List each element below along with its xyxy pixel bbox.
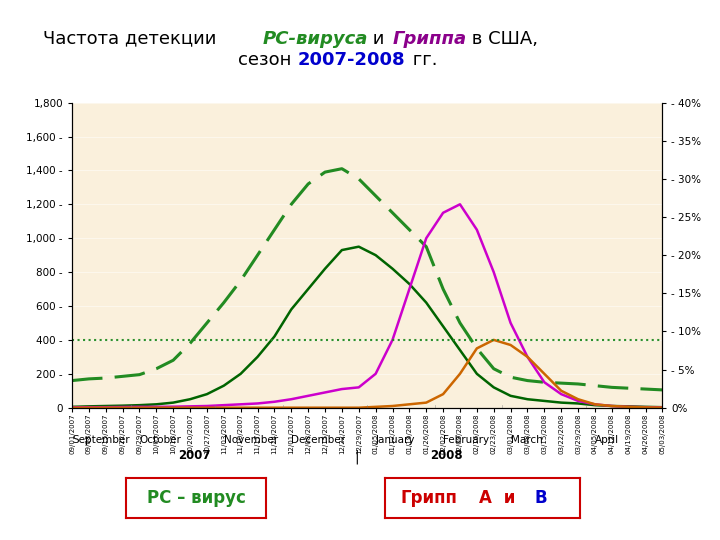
Text: 2008: 2008: [430, 449, 463, 462]
Text: гг.: гг.: [407, 51, 437, 69]
Text: и: и: [367, 30, 390, 48]
Text: January: January: [376, 435, 415, 445]
Text: April: April: [595, 435, 619, 445]
Text: Грипп: Грипп: [401, 489, 458, 507]
Text: РС-вируса: РС-вируса: [263, 30, 368, 48]
Text: Гриппа: Гриппа: [392, 30, 467, 48]
Text: в США,: в США,: [466, 30, 538, 48]
Text: Частота детекции: Частота детекции: [43, 30, 228, 48]
Text: 2007-2008: 2007-2008: [297, 51, 405, 69]
Text: 2007: 2007: [178, 449, 211, 462]
Text: и: и: [498, 489, 521, 507]
Text: March: March: [510, 435, 542, 445]
Text: December: December: [292, 435, 346, 445]
Text: November: November: [224, 435, 278, 445]
Text: РС – вирус: РС – вирус: [147, 489, 246, 507]
Text: February: February: [443, 435, 489, 445]
Text: сезон: сезон: [238, 51, 297, 69]
Text: September: September: [72, 435, 130, 445]
Text: А: А: [479, 489, 491, 507]
Text: October: October: [140, 435, 181, 445]
Text: |: |: [354, 449, 359, 464]
Text: В: В: [535, 489, 547, 507]
